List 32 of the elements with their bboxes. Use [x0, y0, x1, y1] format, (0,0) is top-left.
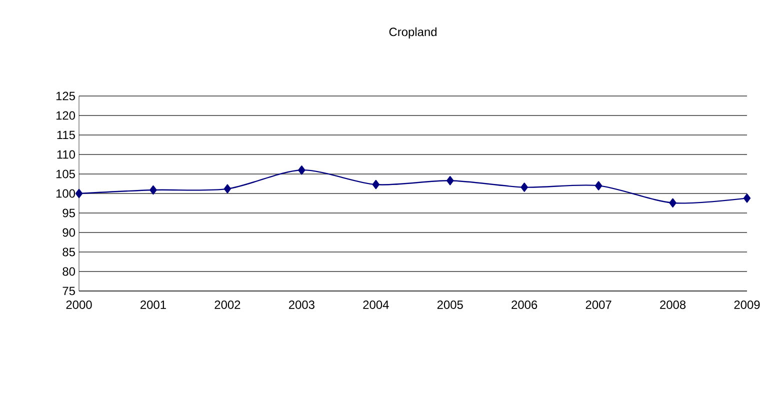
point — [224, 184, 232, 194]
y-tick-label: 115 — [57, 130, 75, 140]
y-tick-label: 105 — [56, 170, 75, 178]
x-tick-label: 2009 — [734, 300, 760, 309]
y-tick-label: 110 — [57, 150, 76, 159]
point — [594, 181, 602, 190]
x-tick-label: 2008 — [660, 300, 686, 309]
point — [150, 185, 157, 195]
y-tick-label: 85 — [62, 248, 75, 256]
y-tick-label: 120 — [56, 111, 76, 120]
point — [520, 182, 528, 192]
x-tick-label: 2004 — [363, 300, 389, 309]
y-tick-label: 95 — [62, 208, 75, 218]
point — [743, 194, 751, 203]
y-tick-label: 80 — [62, 267, 76, 276]
point — [669, 198, 676, 208]
x-tick-label: 2000 — [66, 300, 92, 309]
point — [446, 176, 454, 186]
point — [298, 166, 306, 175]
y-tick-label: 125 — [56, 92, 75, 100]
chart-title: Cropland — [389, 27, 436, 39]
y-tick-label: 90 — [62, 228, 76, 237]
y-tick-label: 75 — [62, 286, 75, 296]
x-tick-label: 2005 — [437, 300, 463, 309]
x-tick-label: 2001 — [140, 300, 166, 309]
point — [75, 188, 83, 198]
x-tick-label: 2006 — [512, 300, 538, 309]
x-tick-label: 2002 — [214, 300, 240, 309]
x-tick-label: 2003 — [288, 300, 314, 309]
x-tick-label: 2007 — [586, 300, 612, 309]
point — [372, 180, 380, 190]
y-tick-label: 100 — [56, 189, 76, 198]
